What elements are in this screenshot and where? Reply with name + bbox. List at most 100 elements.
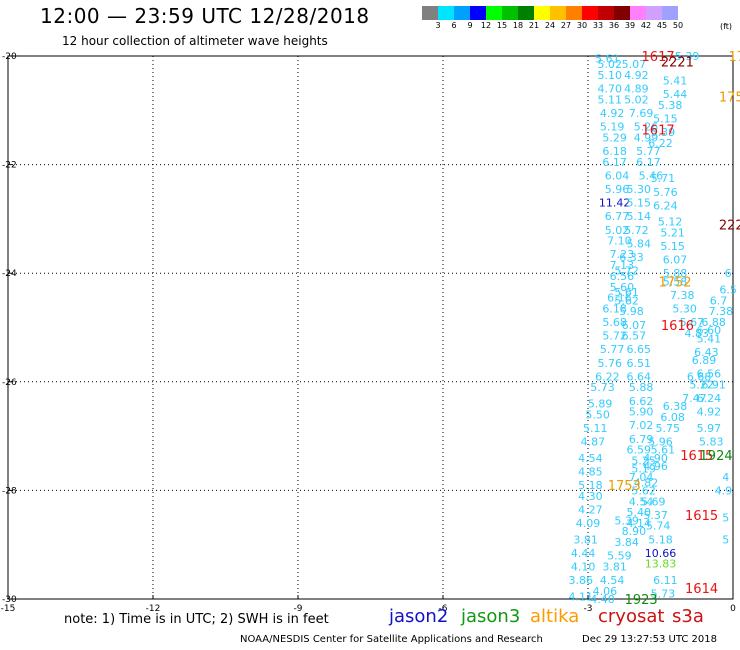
x-tick-label: -3: [584, 604, 593, 614]
colorbar-swatch: [646, 6, 662, 20]
wave-height-value: 5.72: [602, 330, 627, 343]
satellite-label-s3a: s3a: [672, 606, 704, 627]
footer-timestamp: Dec 29 13:27:53 UTC 2018: [582, 634, 717, 645]
wave-height-value: 4.96: [643, 460, 668, 473]
wave-height-value: 5.18: [578, 479, 603, 492]
wave-height-value: 7.10: [607, 235, 632, 248]
wave-height-value: 4.70: [598, 83, 623, 96]
wave-height-value: 6.89: [692, 354, 717, 367]
wave-height-value: 6.16: [607, 292, 632, 305]
wave-height-value: 5.60: [610, 281, 635, 294]
wave-height-value: 10.66: [645, 547, 677, 560]
wave-height-value: 4.44: [571, 547, 596, 560]
wave-height-value: 4.83: [685, 327, 710, 340]
pass-time-label: 1617: [642, 50, 675, 65]
colorbar-swatch: [566, 6, 582, 20]
colorbar-swatch: [422, 6, 438, 20]
colorbar-swatch: [662, 6, 678, 20]
wave-height-value: 5.41: [663, 74, 688, 87]
wave-height-value: 5.74: [646, 520, 671, 533]
satellite-label-jason3: jason3: [461, 606, 521, 627]
wave-height-value: 5.12: [658, 216, 683, 229]
wave-height-value: 5.21: [660, 226, 685, 239]
wave-height-value: 4.89: [624, 83, 649, 96]
wave-height-value: 6.38: [663, 400, 688, 413]
colorbar-tick-label: 18: [512, 21, 524, 30]
wave-height-value: 6.57: [622, 330, 647, 343]
wave-height-value: 6.08: [660, 411, 685, 424]
x-tick-label: -9: [294, 604, 303, 614]
x-tick-label: -6: [439, 604, 448, 614]
wave-height-value: 5.41: [697, 332, 722, 345]
colorbar-tick-label: 15: [496, 21, 508, 30]
pass-time-label: 2221: [661, 55, 694, 70]
wave-height-value: 7.47: [682, 392, 707, 405]
wave-height-value: 5.37: [643, 509, 668, 522]
wave-height-value: 5.18: [648, 533, 673, 546]
wave-height-value: 5.68: [602, 316, 627, 329]
y-tick-label: -30: [2, 595, 17, 605]
wave-height-value: 6.5: [719, 283, 737, 296]
satellite-label-cryosat: cryosat: [598, 606, 665, 627]
wave-height-value: 3.81: [602, 560, 627, 573]
wave-height-value: 5.22: [689, 379, 714, 392]
wave-height-value: 5.30: [627, 183, 652, 196]
wave-height-value: 6.22: [595, 370, 620, 383]
colorbar-tick-label: 12: [480, 21, 492, 30]
wave-height-value: 6.24: [653, 199, 678, 212]
wave-height-value: 7.02: [629, 419, 654, 432]
wave-height-value: 5.46: [639, 169, 664, 182]
colorbar-tick-label: 39: [624, 21, 636, 30]
wave-height-value: 5.98: [619, 305, 644, 318]
wave-height-value: 5.14: [627, 210, 652, 223]
wave-height-value: 5.73: [651, 588, 676, 601]
wave-height-value: 5.19: [600, 121, 625, 134]
y-tick-label: -22: [2, 161, 17, 171]
colorbar-swatch: [502, 6, 518, 20]
wave-height-value: 5.30: [672, 302, 697, 315]
wave-height-value: 7.38: [709, 305, 734, 318]
wave-height-value: 6.24: [697, 392, 722, 405]
wave-height-value: 6.60: [697, 324, 722, 337]
wave-height-value: 5.97: [697, 422, 722, 435]
colorbar-unit-label: (ft): [720, 22, 733, 31]
wave-height-value: 4.27: [578, 503, 603, 516]
wave-height-value: 5.88: [629, 381, 654, 394]
wave-height-value: 6.56: [697, 368, 722, 381]
pass-time-label: 1615: [680, 449, 713, 464]
pass-time-label: 1923: [625, 593, 658, 608]
wave-height-value: 4.9: [715, 484, 733, 497]
colorbar-swatch: [454, 6, 470, 20]
wave-height-value: 6.91: [701, 379, 726, 392]
colorbar-swatch: [470, 6, 486, 20]
colorbar-tick-label: 3: [435, 21, 441, 30]
colorbar-swatch: [614, 6, 630, 20]
colorbar-swatch: [438, 6, 454, 20]
footer-note: note: 1) Time is in UTC; 2) SWH is in fe…: [64, 612, 329, 627]
wave-height-value: 4.90: [643, 452, 668, 465]
wave-height-value: 5.40: [627, 506, 652, 519]
wave-height-value: 4.14: [627, 517, 652, 530]
x-tick-label: -15: [1, 604, 16, 614]
colorbar-swatch: [486, 6, 502, 20]
pass-time-label: 1924: [700, 449, 733, 464]
wave-height-value: 5.61: [614, 286, 639, 299]
wave-height-value: 4.10: [571, 560, 596, 573]
wave-height-value: 5.15: [627, 197, 652, 210]
wave-height-value: 6.22: [648, 137, 673, 150]
wave-height-value: 5: [722, 512, 729, 525]
colorbar-swatch: [582, 6, 598, 20]
wave-height-value: 5.02: [624, 93, 649, 106]
wave-height-value: 6.07: [622, 319, 647, 332]
colorbar-swatch: [678, 6, 694, 20]
wave-height-value: 5.39: [614, 514, 639, 527]
chart-title: 12:00 — 23:59 UTC 12/28/2018: [40, 4, 370, 28]
y-tick-label: -28: [2, 486, 17, 496]
wave-height-value: 6.68: [687, 370, 712, 383]
wave-height-value: 3.86: [569, 574, 594, 587]
wave-height-value: 6.64: [627, 370, 652, 383]
wave-height-value: 7.23: [610, 248, 635, 261]
colorbar-tick-label: 6: [451, 21, 457, 30]
pass-time-label: 2220: [719, 218, 740, 233]
